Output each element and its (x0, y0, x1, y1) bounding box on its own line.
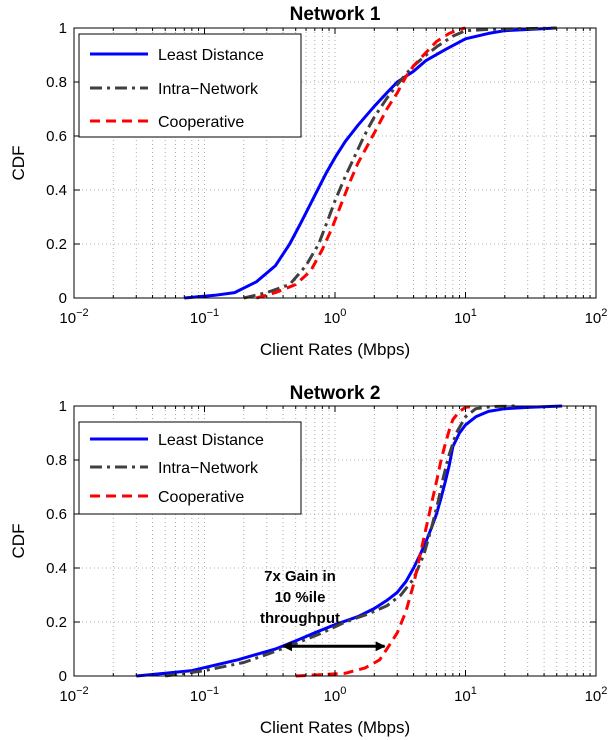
legend: Least Distance Intra−Network Cooperative (78, 33, 302, 138)
gain-annotation: 7x Gain in 10 %ile throughput (260, 568, 386, 652)
series-line-intra-network (164, 404, 518, 678)
y-tick-label: 0.6 (46, 506, 67, 523)
y-tick-label: 0.4 (46, 182, 67, 199)
x-tick-label: 101 (454, 685, 477, 705)
x-tick-label: 101 (454, 307, 477, 327)
x-tick-label: 100 (324, 685, 347, 705)
legend-label-cooperative: Cooperative (158, 489, 244, 506)
series-group (184, 26, 557, 300)
x-tick-labels: 10−2 10−1 100 101 102 (59, 685, 607, 705)
x-axis-label: Client Rates (Mbps) (260, 340, 410, 359)
y-tick-label: 0 (59, 290, 67, 307)
y-tick-label: 0.4 (46, 560, 67, 577)
x-tick-label: 10−2 (59, 685, 88, 705)
legend-label-least-distance: Least Distance (158, 47, 264, 64)
tick-marks (73, 27, 596, 299)
series-line-least-distance (184, 26, 557, 300)
series-line-intra-network (243, 26, 557, 300)
chart-title: Network 1 (290, 4, 381, 25)
series-line-cooperative (295, 404, 477, 678)
legend-label-cooperative: Cooperative (158, 114, 244, 131)
annotation-line-1: 7x Gain in (264, 568, 336, 585)
y-tick-label: 0.2 (46, 614, 67, 631)
x-tick-label: 10−2 (59, 307, 88, 327)
y-tick-labels: 0 0.2 0.4 0.6 0.8 1 (46, 20, 67, 307)
legend-label-intra-network: Intra−Network (158, 81, 259, 98)
series-line-cooperative (255, 26, 466, 300)
series-line-least-distance (136, 404, 563, 678)
legend-label-least-distance: Least Distance (158, 432, 264, 449)
x-tick-label: 10−1 (190, 685, 219, 705)
y-tick-label: 0.8 (46, 74, 67, 91)
chart-network-1: Network 1 00.20.40.60.81 10−2 10−1 100 101 1… (9, 4, 607, 359)
legend: Least Distance Intra−Network Cooperative (78, 421, 302, 515)
y-tick-label: 0.8 (46, 452, 67, 469)
series-group (136, 404, 563, 678)
annotation-line-3: throughput (260, 610, 340, 627)
legend-label-intra-network: Intra−Network (158, 460, 259, 477)
y-tick-label: 1 (59, 398, 67, 415)
y-tick-label: 0.2 (46, 236, 67, 253)
x-tick-label: 10−1 (190, 307, 219, 327)
x-axis-label: Client Rates (Mbps) (260, 718, 410, 737)
y-tick-label: 1 (59, 20, 67, 37)
x-tick-label: 102 (585, 307, 608, 327)
chart-network-2: Network 2 00.20.40.60.81 10−2 10−1 100 101 1… (9, 383, 607, 737)
x-tick-label: 100 (324, 307, 347, 327)
x-tick-label: 102 (585, 685, 608, 705)
y-tick-label: 0.6 (46, 128, 67, 145)
y-tick-labels: 0 0.2 0.4 0.6 0.8 1 (46, 398, 67, 685)
y-axis-label: CDF (9, 146, 28, 181)
x-tick-labels: 10−2 10−1 100 101 102 (59, 307, 607, 327)
chart-title: Network 2 (290, 383, 381, 404)
annotation-line-2: 10 %ile (275, 589, 326, 606)
tick-marks (73, 405, 596, 677)
y-tick-label: 0 (59, 668, 67, 685)
y-axis-label: CDF (9, 524, 28, 559)
